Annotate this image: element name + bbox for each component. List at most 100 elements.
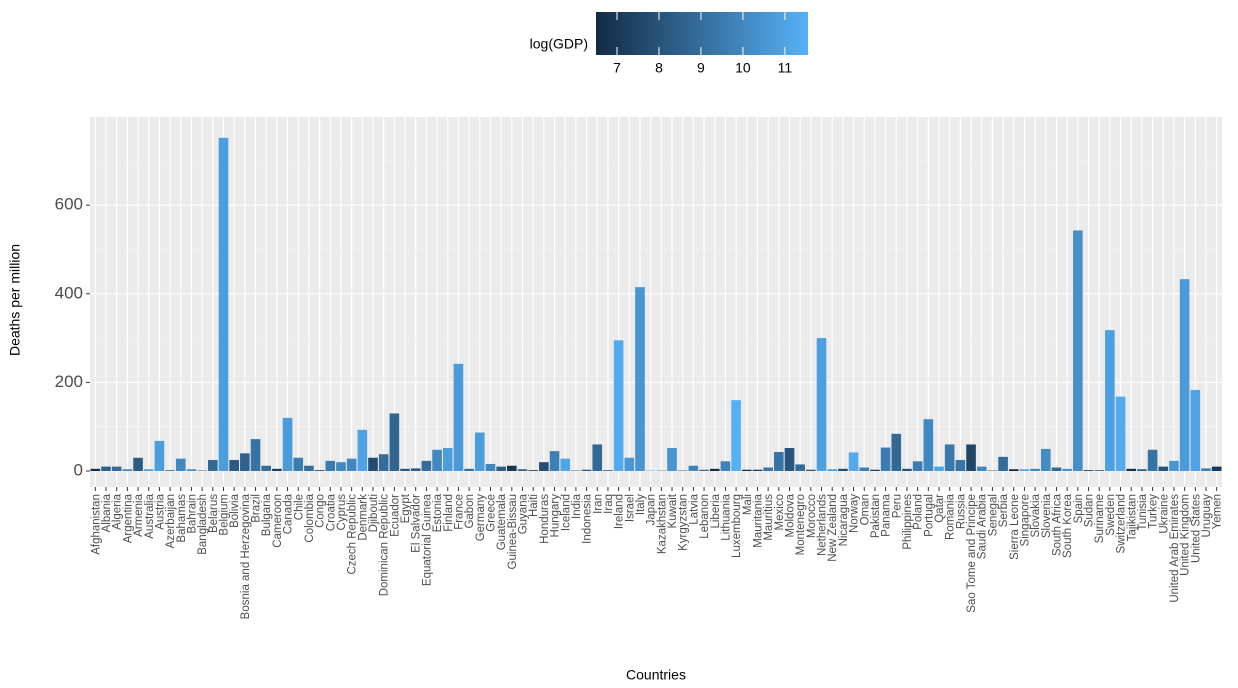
bar bbox=[1105, 330, 1115, 471]
bar bbox=[133, 458, 143, 471]
legend-title: log(GDP) bbox=[530, 36, 588, 52]
bar bbox=[432, 450, 442, 471]
bar bbox=[1180, 279, 1190, 471]
colorbar-label: 11 bbox=[778, 60, 793, 76]
bar bbox=[261, 466, 271, 471]
bar bbox=[1094, 470, 1104, 471]
bar bbox=[283, 418, 293, 471]
bar bbox=[550, 451, 560, 471]
bar bbox=[881, 448, 891, 471]
bar bbox=[229, 460, 239, 471]
bar bbox=[251, 439, 261, 471]
bar bbox=[689, 466, 699, 471]
bar bbox=[710, 469, 720, 471]
x-axis-title: Countries bbox=[626, 667, 686, 683]
bar bbox=[924, 419, 934, 471]
bar bbox=[165, 470, 175, 471]
bar bbox=[902, 469, 912, 471]
bar bbox=[123, 469, 133, 471]
bar bbox=[443, 448, 453, 471]
bar bbox=[315, 470, 325, 471]
bar bbox=[1084, 470, 1094, 471]
colorbar-label: 9 bbox=[697, 60, 705, 76]
bar bbox=[155, 441, 165, 471]
bar bbox=[208, 460, 218, 471]
bar bbox=[849, 452, 859, 471]
bar bbox=[518, 469, 528, 471]
bar bbox=[347, 459, 357, 471]
bar bbox=[699, 470, 709, 471]
bar bbox=[1126, 469, 1136, 471]
bar bbox=[806, 470, 816, 471]
bar bbox=[390, 413, 400, 471]
bar bbox=[358, 430, 368, 471]
bar bbox=[422, 461, 432, 471]
bar bbox=[635, 287, 645, 471]
bar bbox=[603, 470, 613, 471]
bar bbox=[731, 400, 741, 471]
bar bbox=[966, 444, 976, 471]
bar bbox=[293, 458, 303, 471]
bar bbox=[934, 467, 944, 471]
bar bbox=[304, 466, 314, 471]
bar bbox=[945, 444, 955, 471]
bar bbox=[795, 464, 805, 471]
bar bbox=[838, 469, 848, 471]
bar bbox=[1190, 390, 1200, 471]
bar bbox=[325, 461, 335, 471]
bar bbox=[859, 468, 869, 472]
bar bbox=[1062, 469, 1072, 471]
bar bbox=[187, 469, 197, 471]
bar bbox=[624, 458, 634, 471]
bar bbox=[379, 454, 389, 471]
bar bbox=[1052, 468, 1062, 472]
y-tick-label: 400 bbox=[55, 283, 83, 302]
bar bbox=[464, 469, 474, 471]
bar bbox=[998, 457, 1008, 471]
bar bbox=[956, 460, 966, 471]
bar bbox=[817, 338, 827, 471]
bar bbox=[528, 470, 538, 471]
panel bbox=[90, 117, 1222, 487]
bar bbox=[1148, 450, 1158, 471]
bar bbox=[753, 470, 763, 471]
bar bbox=[454, 364, 464, 471]
bar bbox=[1212, 467, 1222, 471]
colorbar-label: 10 bbox=[735, 60, 751, 76]
bar bbox=[219, 138, 229, 471]
bar bbox=[827, 469, 837, 471]
bar bbox=[582, 470, 592, 471]
bar bbox=[1073, 230, 1083, 471]
x-tick-label: Yemen bbox=[1212, 494, 1224, 529]
bar bbox=[1116, 397, 1126, 471]
bar bbox=[614, 340, 624, 471]
bar bbox=[507, 466, 517, 471]
bar bbox=[91, 469, 101, 471]
bar bbox=[1201, 468, 1211, 471]
bar bbox=[742, 470, 752, 471]
bar bbox=[486, 464, 496, 471]
bar bbox=[112, 467, 122, 471]
bar bbox=[560, 459, 570, 471]
bar bbox=[1020, 469, 1030, 471]
bar bbox=[870, 470, 880, 471]
bar bbox=[1137, 469, 1147, 471]
bar bbox=[411, 468, 421, 471]
bar bbox=[891, 434, 901, 471]
bar bbox=[667, 448, 677, 471]
bar bbox=[763, 468, 773, 472]
bar bbox=[496, 467, 506, 471]
bar bbox=[400, 469, 410, 471]
bar bbox=[272, 469, 282, 471]
bar bbox=[368, 458, 378, 471]
bar bbox=[1041, 449, 1051, 471]
bar bbox=[336, 462, 346, 471]
bar bbox=[977, 467, 987, 471]
bar bbox=[1009, 469, 1019, 471]
y-tick-label: 600 bbox=[55, 195, 83, 214]
bar bbox=[176, 459, 186, 471]
bar bbox=[475, 432, 485, 471]
colorbar-label: 8 bbox=[655, 60, 663, 76]
bar bbox=[785, 448, 795, 471]
bar bbox=[913, 461, 923, 471]
